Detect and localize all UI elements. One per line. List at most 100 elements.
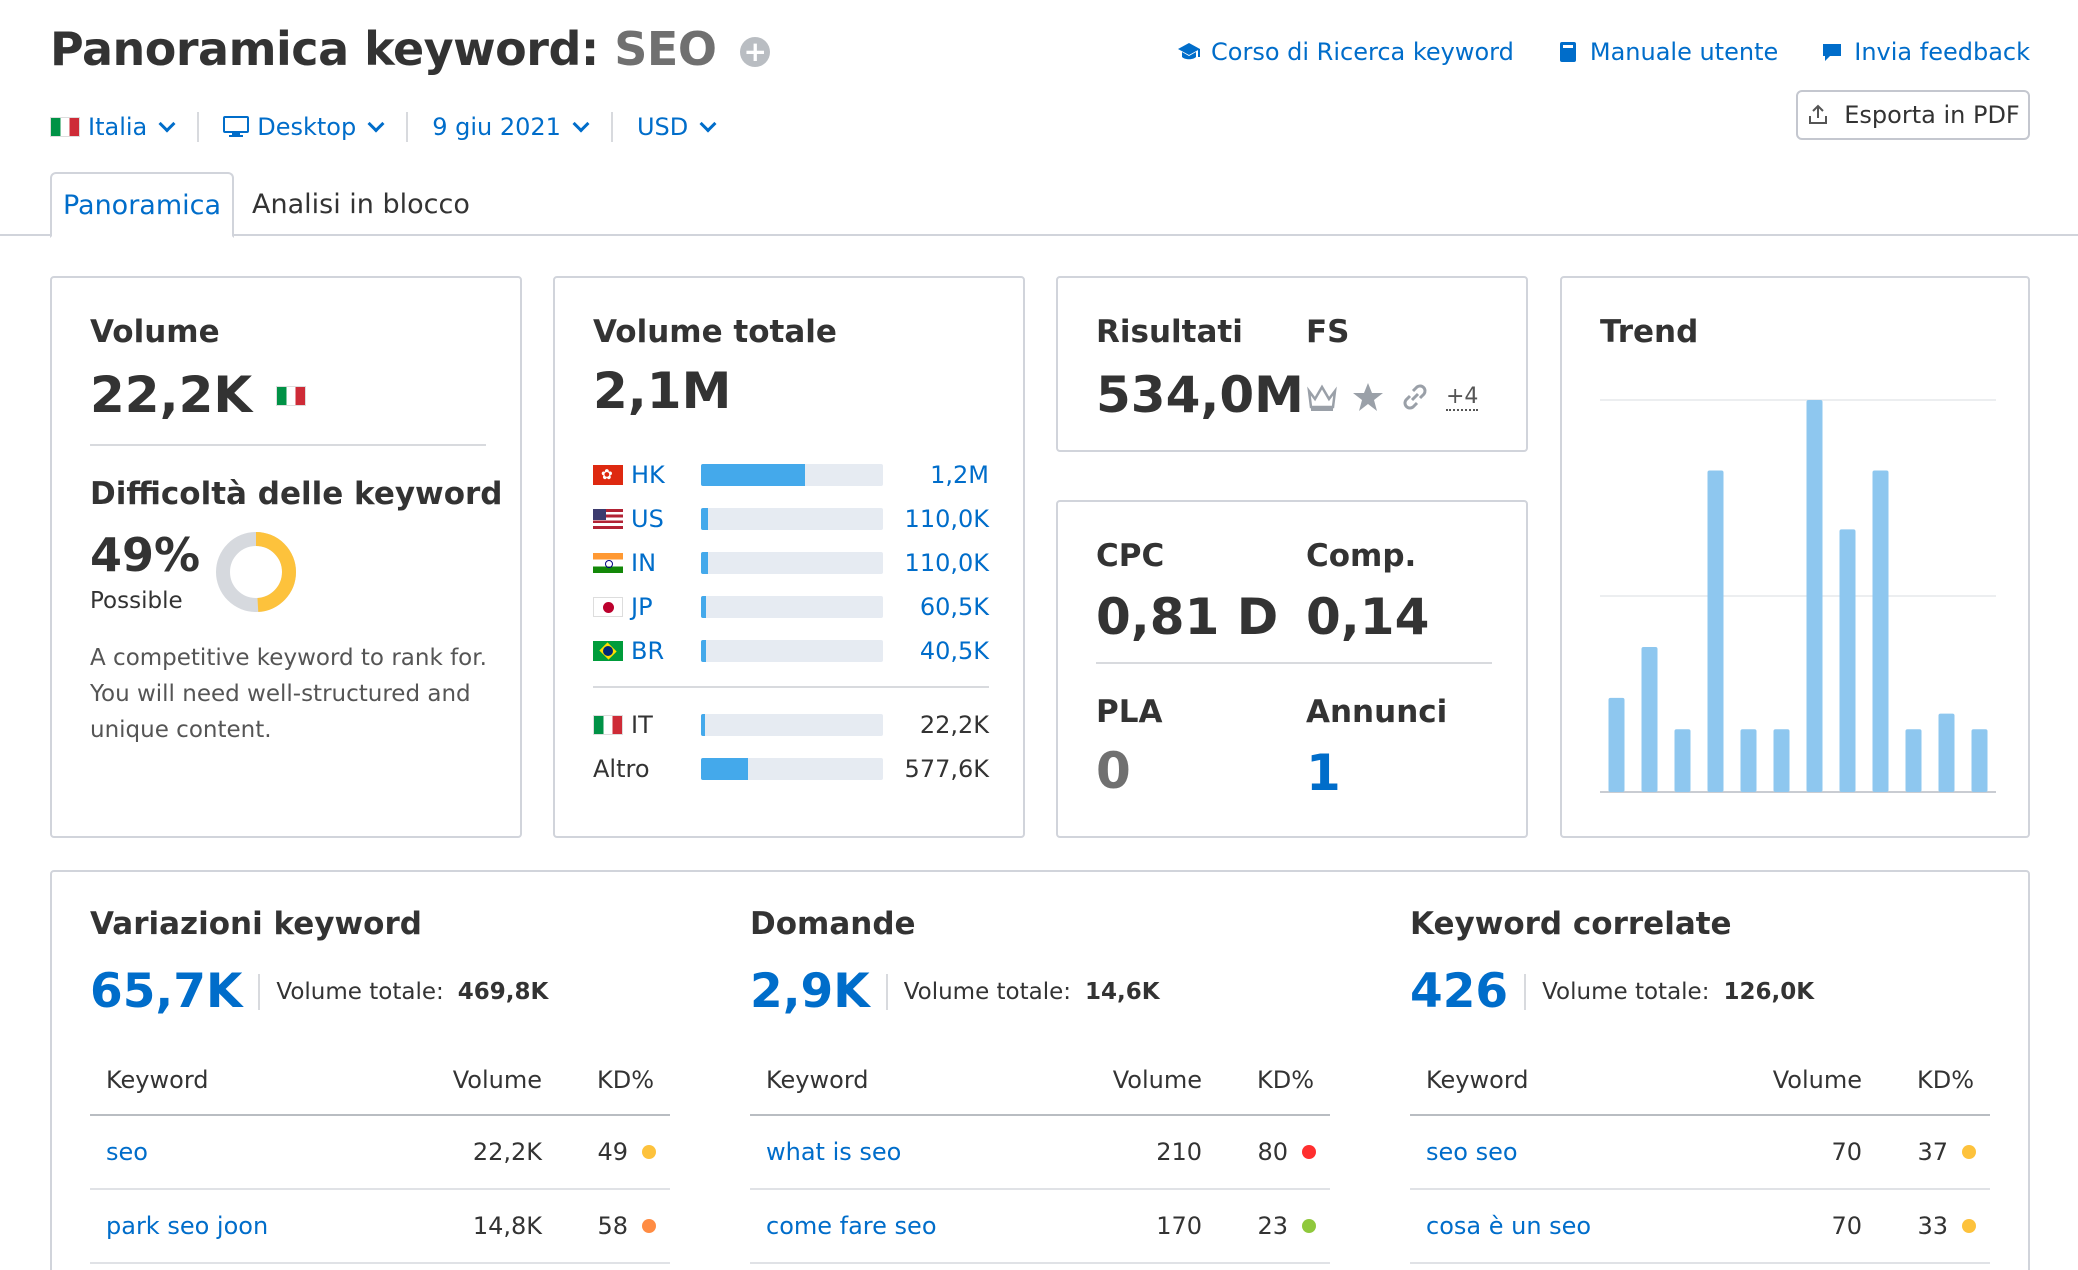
- kd-indicator-dot: [1302, 1219, 1316, 1233]
- table-row: come fare seo 170 23: [750, 1190, 1330, 1264]
- date-filter[interactable]: 9 giu 2021: [432, 113, 611, 141]
- trend-bar[interactable]: [1872, 470, 1889, 792]
- country-filter[interactable]: Italia: [50, 113, 197, 141]
- country-bar-fill: [701, 714, 705, 736]
- export-pdf-button[interactable]: Esporta in PDF: [1796, 90, 2030, 140]
- keyword-section-count[interactable]: 426: [1410, 964, 1509, 1019]
- results-value: 534,0M: [1096, 366, 1304, 424]
- trend-card: Trend: [1560, 276, 2030, 838]
- country-row-hk[interactable]: HK 1,2M: [593, 460, 989, 490]
- trend-bar[interactable]: [1674, 729, 1691, 792]
- trend-chart: [1600, 399, 1996, 793]
- total-label: Volume totale:: [276, 978, 444, 1005]
- country-value: 110,0K: [904, 549, 989, 577]
- country-row-br[interactable]: BR 40,5K: [593, 636, 989, 666]
- table-row: cosa è un seo 70 33: [1410, 1190, 1990, 1264]
- fs-title: FS: [1306, 314, 1350, 350]
- column-keyword[interactable]: Keyword: [766, 1066, 869, 1094]
- kd-indicator-dot: [1962, 1145, 1976, 1159]
- total-volume-title: Volume totale: [593, 314, 837, 350]
- ads-value[interactable]: 1: [1306, 744, 1341, 802]
- date-filter-label: 9 giu 2021: [432, 113, 561, 141]
- country-row-us[interactable]: US 110,0K: [593, 504, 989, 534]
- keyword-link[interactable]: park seo joon: [106, 1212, 269, 1240]
- column-kd[interactable]: KD%: [1916, 1066, 1974, 1094]
- country-row-jp[interactable]: JP 60,5K: [593, 592, 989, 622]
- page-title-text: Panoramica keyword:: [50, 22, 599, 76]
- trend-bar[interactable]: [1938, 713, 1955, 792]
- fs-more-count[interactable]: +4: [1446, 383, 1479, 411]
- country-value: 22,2K: [919, 711, 989, 739]
- total-volume-card: Volume totale 2,1M HK 1,2M US 110,0K IN …: [553, 276, 1025, 838]
- total-value: 126,0K: [1723, 978, 1815, 1005]
- column-volume[interactable]: Volume: [1772, 1066, 1862, 1094]
- country-bar-fill: [701, 508, 709, 530]
- tab-overview[interactable]: Panoramica: [50, 172, 234, 238]
- keyword-section-total: Volume totale: 126,0K: [1542, 979, 1814, 1005]
- keyword-link[interactable]: cosa è un seo: [1426, 1212, 1592, 1240]
- keyword-section-count[interactable]: 65,7K: [90, 964, 243, 1019]
- star-icon[interactable]: [1352, 381, 1384, 413]
- trend-bar[interactable]: [1740, 729, 1757, 792]
- crown-icon[interactable]: [1306, 381, 1338, 413]
- trend-title: Trend: [1600, 314, 1699, 350]
- device-filter-label: Desktop: [257, 113, 357, 141]
- keyword-table-header: Keyword Volume KD%: [750, 1046, 1330, 1116]
- country-code: US: [631, 505, 664, 533]
- keyword-link[interactable]: seo seo: [1426, 1138, 1518, 1166]
- trend-bar[interactable]: [1839, 529, 1856, 792]
- trend-bar[interactable]: [1773, 729, 1790, 792]
- trend-bar[interactable]: [1971, 729, 1988, 792]
- link-user-manual[interactable]: Manuale utente: [1556, 38, 1778, 66]
- table-row: seo 22,2K 49: [90, 1116, 670, 1190]
- usa-flag-icon: [593, 509, 623, 529]
- column-volume[interactable]: Volume: [1112, 1066, 1202, 1094]
- divider: [90, 444, 486, 446]
- tab-bulk-analysis[interactable]: Analisi in blocco: [252, 188, 470, 220]
- keyword-kd: 49: [597, 1138, 628, 1166]
- keyword-sections-card: Variazioni keyword 65,7K Volume totale: 469…: [50, 870, 2030, 1270]
- country-bar: [701, 714, 883, 736]
- keyword-section-summary: 65,7K Volume totale: 469,8K: [90, 964, 548, 1019]
- trend-bar[interactable]: [1905, 729, 1922, 792]
- trend-bar[interactable]: [1608, 697, 1625, 792]
- kd-indicator-dot: [642, 1145, 656, 1159]
- top-links: Corso di Ricerca keyword Manuale utente …: [1177, 38, 2030, 66]
- keyword-volume: 22,2K: [472, 1138, 542, 1166]
- country-code: IN: [631, 549, 657, 577]
- cpc-title: CPC: [1096, 538, 1165, 574]
- column-volume[interactable]: Volume: [452, 1066, 542, 1094]
- keyword-section-count[interactable]: 2,9K: [750, 964, 870, 1019]
- column-kd[interactable]: KD%: [596, 1066, 654, 1094]
- link-send-feedback[interactable]: Invia feedback: [1820, 38, 2030, 66]
- volume-card: Volume 22,2K Difficoltà delle keyword 49…: [50, 276, 522, 838]
- country-value: 110,0K: [904, 505, 989, 533]
- difficulty-donut-arc: [216, 532, 296, 612]
- device-filter[interactable]: Desktop: [223, 113, 406, 141]
- country-filter-label: Italia: [88, 113, 148, 141]
- keyword-link[interactable]: come fare seo: [766, 1212, 937, 1240]
- link-send-feedback-label: Invia feedback: [1854, 38, 2030, 66]
- country-row-in[interactable]: IN 110,0K: [593, 548, 989, 578]
- keyword-kd: 58: [597, 1212, 628, 1240]
- currency-filter[interactable]: USD: [637, 113, 738, 141]
- keyword-link[interactable]: seo: [106, 1138, 148, 1166]
- keyword-table-header: Keyword Volume KD%: [90, 1046, 670, 1116]
- summary-separator: [885, 973, 888, 1010]
- keyword-table-header: Keyword Volume KD%: [1410, 1046, 1990, 1116]
- keyword-link[interactable]: what is seo: [766, 1138, 902, 1166]
- country-bar-fill: [701, 640, 707, 662]
- column-keyword[interactable]: Keyword: [1426, 1066, 1529, 1094]
- country-bar-fill: [701, 464, 805, 486]
- keyword-section-total: Volume totale: 14,6K: [904, 979, 1160, 1005]
- column-keyword[interactable]: Keyword: [106, 1066, 209, 1094]
- plus-circle-icon[interactable]: +: [739, 37, 770, 67]
- trend-bar[interactable]: [1641, 646, 1658, 792]
- trend-bar[interactable]: [1707, 470, 1724, 792]
- link-keyword-course[interactable]: Corso di Ricerca keyword: [1177, 38, 1514, 66]
- difficulty-donut: [216, 532, 296, 612]
- link-icon[interactable]: [1398, 380, 1432, 414]
- column-kd[interactable]: KD%: [1256, 1066, 1314, 1094]
- currency-filter-label: USD: [636, 113, 689, 141]
- trend-bar[interactable]: [1806, 400, 1823, 792]
